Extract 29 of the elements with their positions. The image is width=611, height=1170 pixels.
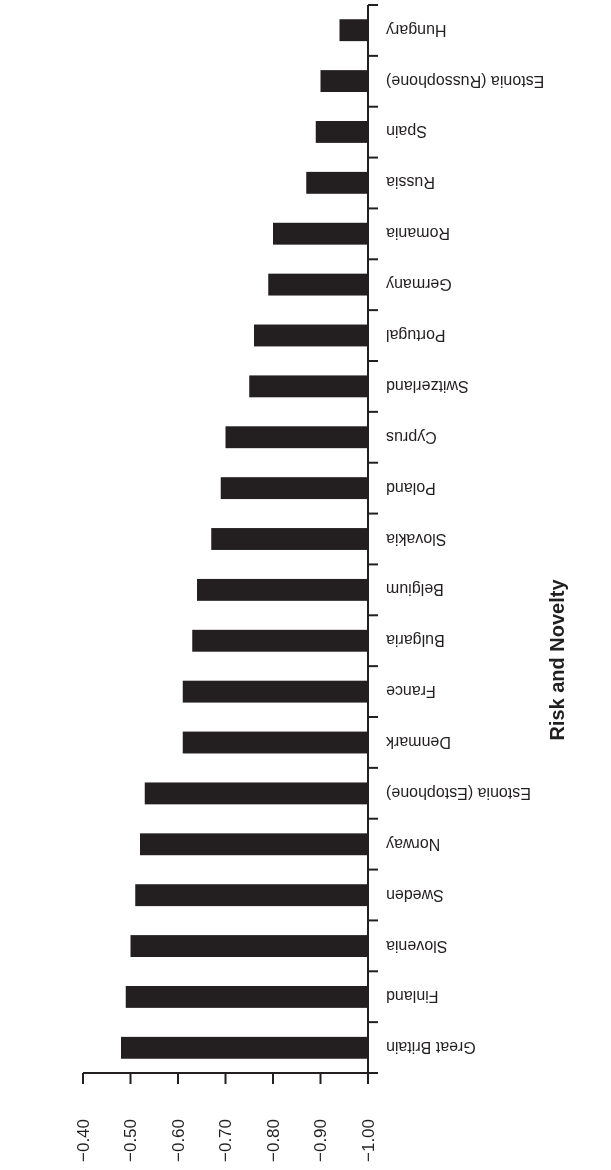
y-tick-label: Denmark	[385, 734, 451, 752]
y-tick-label: Slovakia	[385, 530, 447, 548]
y-tick-label: Hungary	[386, 21, 447, 39]
y-tick-label: Romania	[385, 225, 451, 243]
y-tick-label: Estonia (Russophone)	[386, 72, 545, 90]
y-tick-label: Cyprus	[386, 428, 437, 446]
y-tick-label: Poland	[386, 479, 436, 497]
x-tick-label: −0.90	[311, 1118, 330, 1162]
y-tick-label: Sweden	[386, 886, 444, 904]
x-tick-label: −1.00	[358, 1118, 378, 1162]
y-tick-label: Great Britain	[386, 1039, 476, 1057]
x-tick-label: −0.60	[168, 1118, 188, 1162]
y-tick-label: Slovenia	[385, 937, 448, 955]
text: Risk and Novelty	[546, 578, 568, 741]
y-tick-label: Switzerland	[386, 377, 469, 395]
y-tick-label: Bulgaria	[385, 632, 445, 650]
y-tick-label: Estonia (Estophone)	[386, 784, 531, 802]
x-tick-label: −0.70	[216, 1118, 235, 1162]
y-tick-label: Belgium	[386, 581, 444, 599]
y-tick-label: France	[385, 683, 436, 701]
y-tick-label: Spain	[386, 123, 427, 141]
y-tick-label: Norway	[386, 835, 441, 853]
y-tick-label: Finland	[386, 988, 439, 1006]
x-tick-label: −0.40	[73, 1118, 93, 1162]
y-tick-label: Russia	[385, 174, 435, 192]
x-tick-label: −0.50	[121, 1118, 140, 1162]
x-tick-label: −0.80	[263, 1118, 283, 1162]
y-tick-label: Portugal	[386, 326, 446, 344]
y-tick-label: Germany	[386, 276, 452, 294]
